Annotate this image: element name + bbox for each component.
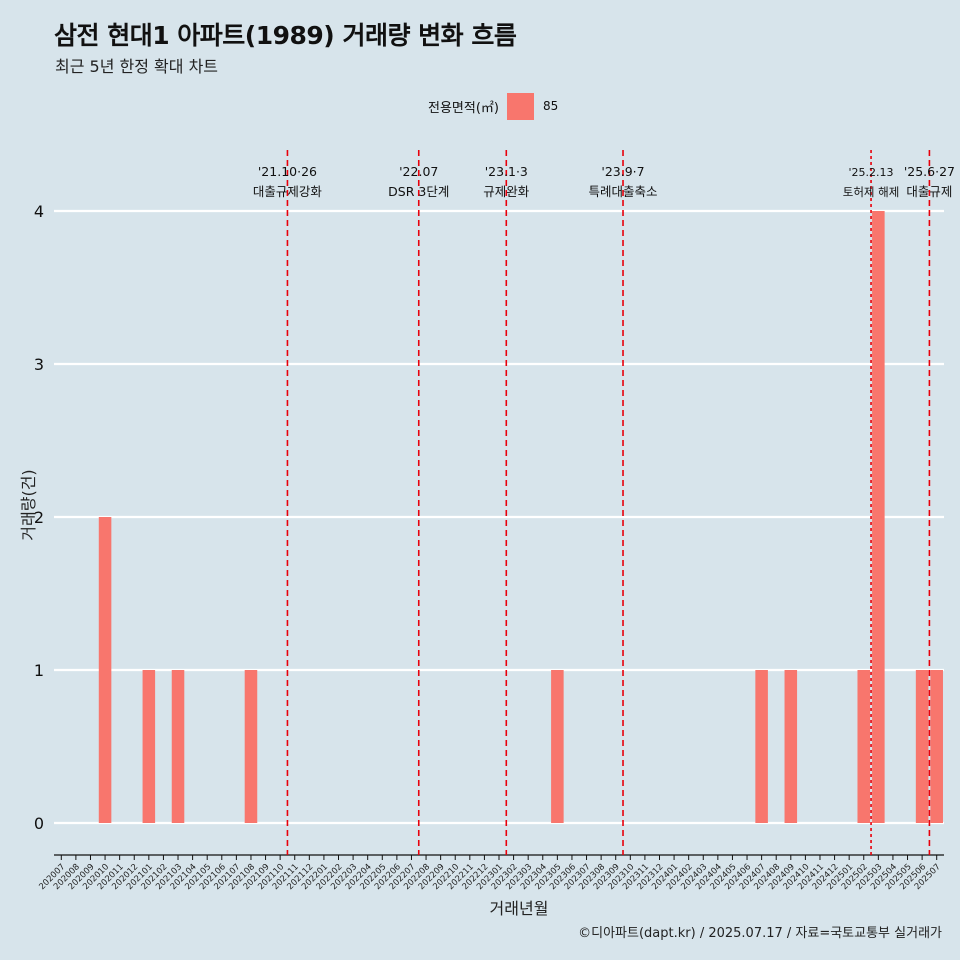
y-tick-label-3: 3 bbox=[34, 355, 44, 374]
bar-202409 bbox=[784, 670, 798, 823]
event-label-3: 특례대출축소 bbox=[589, 184, 658, 199]
y-tick-label-0: 0 bbox=[34, 814, 44, 833]
bar-202502 bbox=[857, 670, 871, 823]
event-label-5: 대출규제 bbox=[906, 184, 952, 199]
y-tick-label-2: 2 bbox=[34, 508, 44, 527]
chart-subtitle: 최근 5년 한정 확대 차트 bbox=[55, 57, 219, 76]
bar-202108 bbox=[244, 670, 258, 823]
x-axis-title: 거래년월 bbox=[490, 899, 549, 918]
event-date-5: '25.6·27 bbox=[904, 164, 955, 179]
bar-202010 bbox=[98, 517, 112, 823]
legend-title: 전용면적(㎡) bbox=[428, 100, 499, 116]
legend-key-85 bbox=[506, 92, 534, 120]
event-label-0: 대출규제강화 bbox=[253, 184, 323, 199]
bar-202506 bbox=[915, 670, 929, 823]
y-axis-title: 거래량(건) bbox=[19, 469, 38, 540]
bar-202103 bbox=[171, 670, 185, 823]
event-date-4: '25.2.13 bbox=[849, 166, 894, 179]
event-date-1: '22.07 bbox=[399, 164, 438, 179]
event-date-2: '23.1·3 bbox=[485, 164, 528, 179]
event-date-3: '23.9·7 bbox=[601, 164, 644, 179]
event-date-0: '21.10·26 bbox=[258, 164, 317, 179]
legend: 전용면적(㎡) 85 bbox=[428, 92, 558, 120]
chart-caption: ©디아파트(dapt.kr) / 2025.07.17 / 자료=국토교통부 실… bbox=[578, 926, 942, 941]
bar-202507 bbox=[930, 670, 943, 823]
bar-202101 bbox=[142, 670, 156, 823]
y-tick-label-1: 1 bbox=[34, 661, 44, 680]
bar-202407 bbox=[755, 670, 768, 823]
bar-202503 bbox=[872, 211, 885, 823]
legend-label-85: 85 bbox=[542, 99, 559, 113]
event-label-4: 토허제 해제 bbox=[843, 185, 900, 199]
y-tick-label-4: 4 bbox=[34, 202, 44, 221]
bar-202305 bbox=[551, 670, 564, 823]
chart-title: 삼전 현대1 아파트(1989) 거래량 변화 흐름 bbox=[54, 21, 517, 50]
event-label-1: DSR 3단계 bbox=[388, 184, 449, 199]
event-label-2: 규제완화 bbox=[483, 184, 530, 199]
